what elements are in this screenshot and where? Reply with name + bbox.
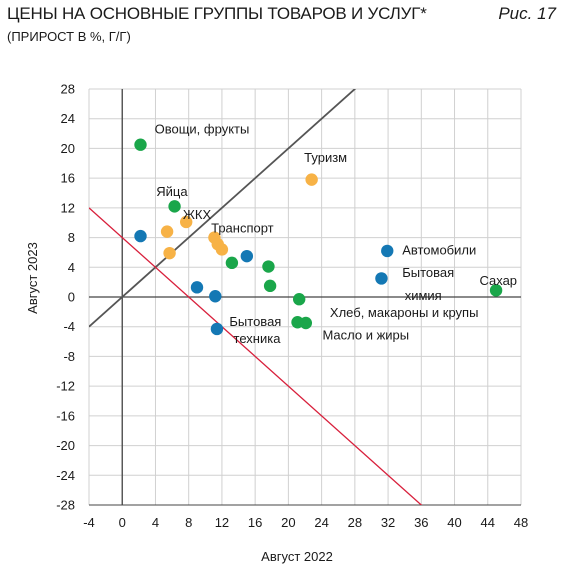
x-tick-label: 32	[381, 515, 395, 530]
point-label: Автомобили	[402, 243, 476, 258]
data-point	[134, 229, 147, 243]
point-label: Туризм	[304, 150, 347, 165]
data-point	[305, 173, 318, 186]
x-axis-label: Август 2022	[261, 549, 333, 564]
diagonal-line	[89, 89, 357, 328]
x-tick-label: -4	[83, 515, 95, 530]
point-label: Масло и жиры	[322, 327, 409, 342]
red-line	[89, 207, 423, 505]
data-point	[168, 200, 181, 213]
y-tick-label: 24	[61, 111, 75, 126]
x-tick-label: 12	[215, 515, 229, 530]
y-tick-label: 28	[61, 82, 75, 97]
data-point	[225, 256, 239, 270]
point-label: техника	[234, 331, 282, 346]
data-point	[381, 244, 394, 258]
data-point	[375, 272, 388, 285]
data-point	[180, 215, 193, 229]
point-label: Овощи, фрукты	[155, 122, 250, 137]
y-tick-label: 4	[68, 260, 75, 275]
y-axis-label: Август 2023	[25, 242, 40, 314]
x-tick-label: 28	[348, 515, 362, 530]
x-tick-label: 24	[314, 515, 328, 530]
y-tick-label: -28	[56, 498, 75, 513]
point-label: Сахар	[479, 273, 517, 288]
point-label: ЖКХ	[183, 207, 212, 222]
data-point	[160, 225, 174, 238]
x-tick-label: 8	[185, 515, 192, 530]
data-point	[163, 246, 176, 260]
data-point	[240, 249, 254, 263]
y-tick-label: 0	[68, 290, 75, 305]
chart-title: ЦЕНЫ НА ОСНОВНЫЕ ГРУППЫ ТОВАРОВ И УСЛУГ*	[7, 4, 427, 23]
x-tick-label: 48	[514, 515, 528, 530]
x-tick-label: 36	[414, 515, 428, 530]
y-tick-label: -12	[56, 379, 75, 394]
y-tick-label: -4	[63, 319, 75, 334]
point-label: химия	[405, 288, 442, 303]
data-point	[299, 316, 313, 330]
point-label: Транспорт	[211, 220, 274, 235]
data-point	[190, 281, 204, 294]
y-tick-label: -24	[56, 468, 75, 483]
x-tick-label: 20	[281, 515, 295, 530]
y-tick-label: 20	[61, 141, 75, 156]
y-tick-label: -8	[63, 349, 75, 364]
point-label: Хлеб, макароны и крупы	[330, 305, 479, 320]
point-label: Бытовая	[402, 265, 454, 280]
data-point	[262, 260, 275, 273]
data-point	[209, 290, 222, 303]
y-tick-label: -20	[56, 438, 75, 453]
data-point	[292, 293, 306, 306]
y-tick-label: 12	[61, 200, 75, 215]
x-tick-label: 44	[481, 515, 495, 530]
data-point	[263, 279, 277, 293]
data-points	[134, 138, 503, 336]
y-tick-label: 8	[68, 230, 75, 245]
x-tick-label: 4	[152, 515, 159, 530]
chart-subtitle: (ПРИРОСТ В %, Г/Г)	[7, 29, 131, 44]
data-point	[134, 138, 147, 151]
point-label: Бытовая	[229, 314, 281, 329]
point-label: Яйца	[156, 184, 188, 199]
reference-lines	[89, 89, 423, 505]
y-tick-label: 16	[61, 171, 75, 186]
data-point	[210, 322, 224, 336]
data-point	[215, 243, 229, 256]
x-tick-label: 40	[447, 515, 461, 530]
y-tick-label: -16	[56, 408, 75, 423]
data-point	[489, 284, 503, 297]
figure-label: Рис. 17	[498, 4, 556, 23]
x-tick-label: 0	[119, 515, 126, 530]
x-tick-label: 16	[248, 515, 262, 530]
